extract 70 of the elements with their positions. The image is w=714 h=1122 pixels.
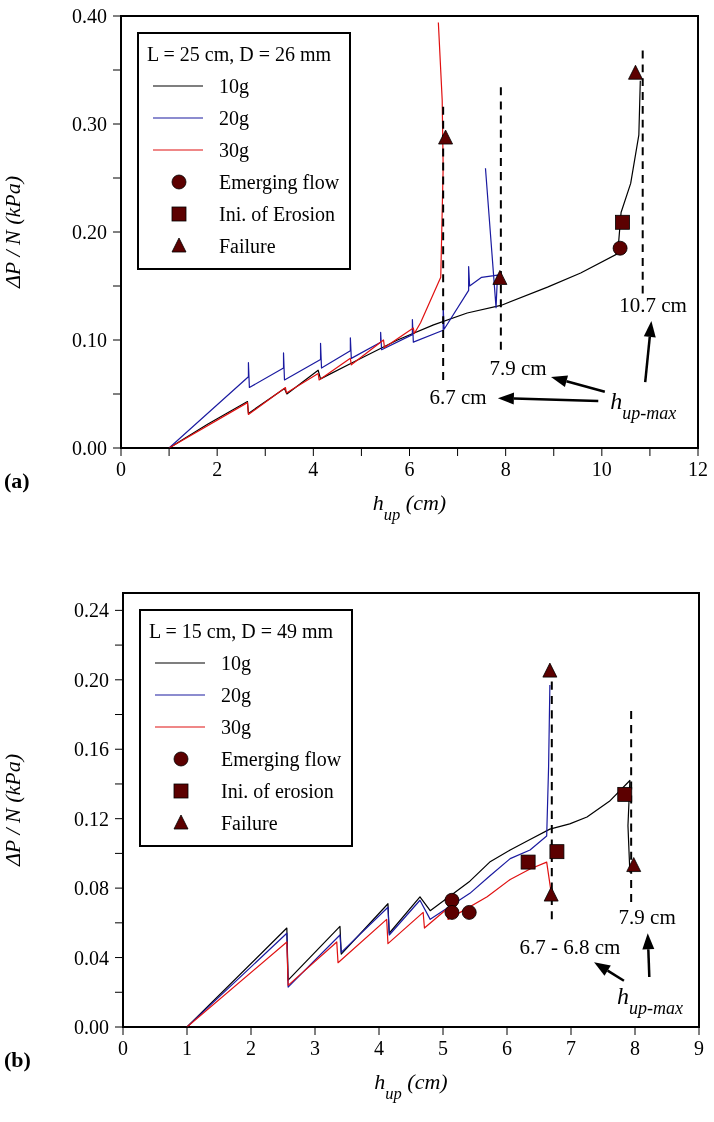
point (542, 662, 558, 678)
x-tick-label: 2 (212, 458, 223, 480)
annotation: 7.9 cm (618, 905, 676, 930)
x-tick-label: 0 (116, 458, 126, 480)
y-tick-label: 0.00 (72, 437, 107, 459)
x-tick-label: 6 (502, 1037, 512, 1059)
annotation: 6.7 - 6.8 cm (519, 935, 621, 960)
point (628, 64, 643, 80)
x-tick-label: 6 (404, 458, 415, 480)
legend-label: Failure (221, 811, 278, 836)
x-tick-label: 4 (374, 1037, 384, 1059)
legend-label: Failure (219, 234, 276, 259)
point (626, 857, 642, 872)
y-tick-label: 0.04 (74, 946, 109, 969)
x-tick-label: 1 (182, 1037, 192, 1059)
legend-label: Emerging flow (221, 747, 342, 773)
point (444, 905, 460, 920)
point (520, 854, 536, 870)
point (612, 240, 628, 256)
y-tick-label: 0.08 (74, 877, 109, 900)
y-tick-label: 0.10 (72, 329, 107, 351)
annotation: h$_{up-max}$ (610, 388, 677, 424)
legend-label: 10g (221, 651, 251, 677)
y-axis-title: ΔP / N (kPa) (0, 175, 25, 290)
x-tick-label: 12 (688, 458, 708, 480)
point (438, 129, 453, 145)
x-tick-label: 9 (694, 1037, 704, 1059)
annotation: 7.9 cm (489, 356, 547, 381)
x-tick-label: 2 (246, 1037, 256, 1059)
legend-label: Ini. of Erosion (219, 202, 336, 227)
legend-label: 30g (221, 715, 251, 741)
point (615, 214, 630, 230)
y-tick-label: 0.00 (74, 1016, 109, 1038)
y-tick-label: 0.30 (72, 113, 107, 135)
annotation: 6.7 cm (429, 385, 487, 410)
legend-title: L = 25 cm, D = 26 mm (147, 42, 333, 67)
legend-label: 10g (219, 74, 249, 100)
x-axis-title: h$_{up}$ (cm) (374, 1069, 448, 1103)
x-tick-label: 7 (566, 1037, 576, 1059)
legend-title: L = 15 cm, D = 49 mm (149, 619, 335, 644)
text: (b) (4, 1047, 31, 1073)
x-axis-title: h$_{up}$ (cm) (372, 490, 447, 524)
legend-label: Ini. of erosion (221, 779, 334, 804)
x-tick-label: 5 (438, 1037, 448, 1059)
point (461, 905, 477, 920)
annotation: 10.7 cm (619, 293, 687, 318)
y-tick-label: 0.12 (74, 807, 109, 830)
x-tick-label: 10 (591, 458, 612, 480)
y-tick-label: 0.20 (74, 668, 109, 691)
annotation: h$_{up-max}$ (617, 983, 684, 1019)
y-axis-title: ΔP / N (kPa) (0, 753, 25, 868)
y-tick-label: 0.16 (74, 738, 109, 761)
point (492, 270, 508, 285)
x-tick-label: 8 (630, 1037, 640, 1059)
legend-label: 20g (221, 683, 251, 709)
y-tick-label: 0.24 (74, 599, 109, 622)
x-tick-label: 0 (118, 1037, 128, 1059)
x-tick-label: 3 (310, 1037, 320, 1059)
x-tick-label: 8 (500, 458, 511, 480)
legend-label: Emerging flow (219, 170, 340, 196)
legend-label: 30g (219, 138, 249, 164)
point (444, 892, 460, 908)
y-tick-label: 0.20 (72, 221, 107, 243)
point (543, 886, 559, 902)
legend-label: 20g (219, 106, 249, 132)
x-tick-label: 4 (308, 458, 319, 480)
y-tick-label: 0.40 (72, 5, 107, 27)
text: (a) (4, 468, 30, 494)
point (617, 786, 633, 802)
point (549, 844, 565, 860)
